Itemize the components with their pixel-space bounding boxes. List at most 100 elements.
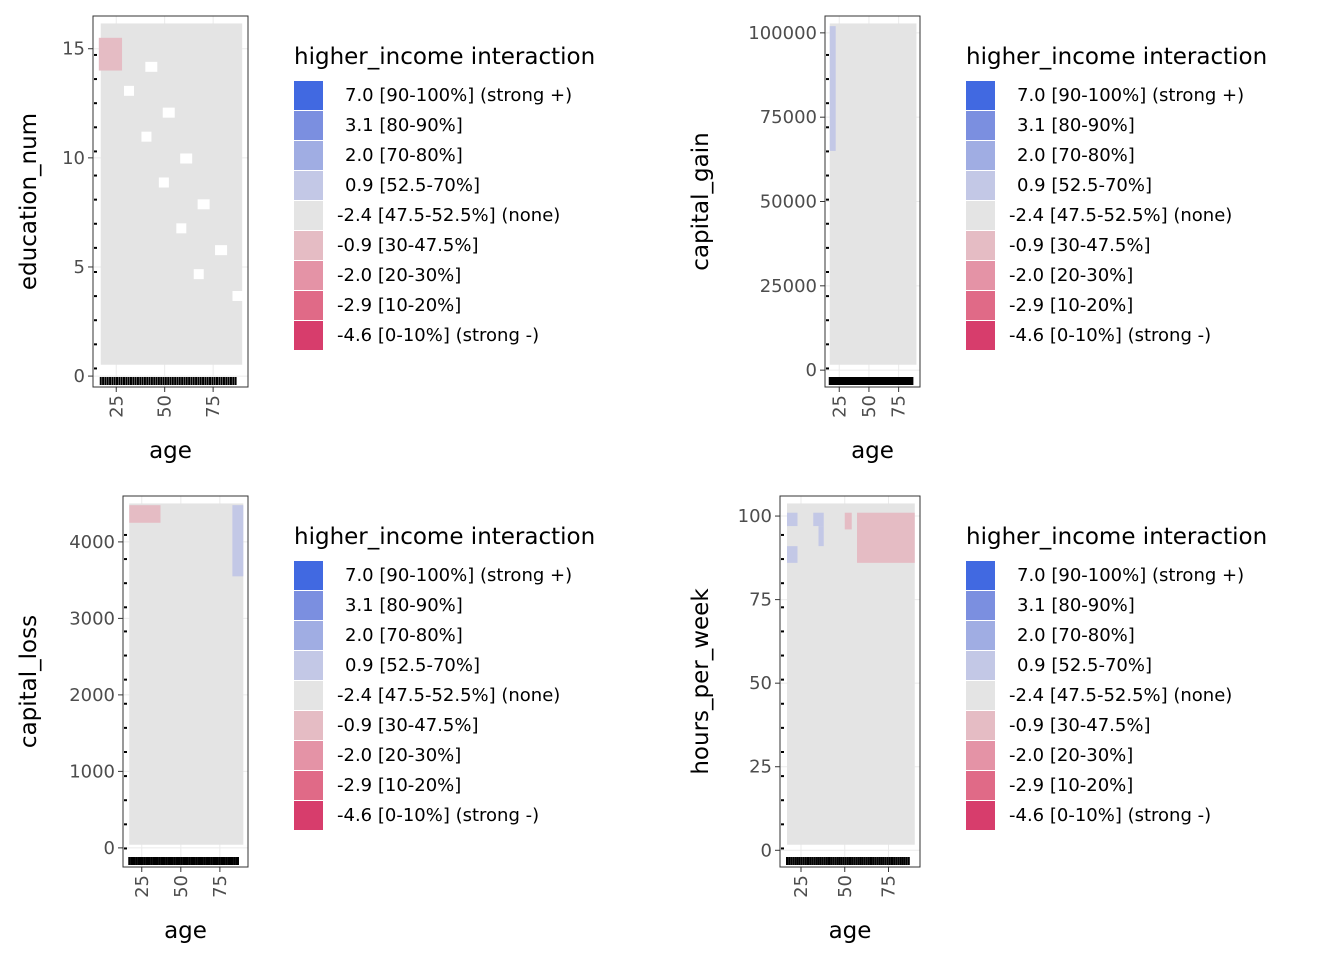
legend-label: 2.0 [70-80%] [345,144,463,166]
legend-swatch [294,261,323,291]
y-tick-label: 0 [806,360,817,381]
legend-item: 3.1 [80-90%] [294,590,595,620]
legend-swatch [966,680,995,710]
heatmap-tile [813,512,824,527]
legend-swatch [294,231,323,261]
legend-item: 0.9 [52.5-70%] [294,650,595,680]
panel-education-num: 0 5 10 15 25 50 75 age education_num higher_inco… [0,0,672,480]
legend-item: 2.0 [70-80%] [966,620,1267,650]
x-tick-label: 75 [210,875,231,898]
heatmap-tile [818,526,824,547]
y-tick-label: 100000 [748,23,817,44]
y-tick-label: 75 [749,590,772,611]
panel-capital-gain: 0 25000 50000 75000 100000 25 50 75 age capital_g… [672,0,1344,480]
y-tick-label: 100 [738,506,772,527]
legend-label: 0.9 [52.5-70%] [1017,174,1152,196]
heatmap-gap [124,85,134,96]
legend-item: 3.1 [80-90%] [966,590,1267,620]
heatmap-gap [232,290,245,301]
legend-label: -2.4 [47.5-52.5%] (none) [337,204,561,226]
x-tick-label: 50 [835,875,856,898]
legend-swatch [294,80,323,110]
legend-swatch [966,291,995,321]
plot-border [92,15,249,388]
legend-item: -4.6 [0-10%] (strong -) [966,321,1267,351]
heatmap-gap [180,153,193,164]
legend-item: -2.4 [47.5-52.5%] (none) [966,680,1267,710]
legend-item: -0.9 [30-47.5%] [966,230,1267,261]
legend-item: 7.0 [90-100%] (strong +) [966,560,1267,590]
y-axis-title: hours_per_week [688,588,714,775]
legend-item: -2.0 [20-30%] [294,741,595,771]
legend-item: 7.0 [90-100%] (strong +) [294,80,595,110]
legend-label: 7.0 [90-100%] (strong +) [1017,84,1245,106]
legend-title: higher_income interaction [966,524,1268,550]
legend-list: 7.0 [90-100%] (strong +) 3.1 [80-90%] 2.0 … [294,560,595,831]
y-tick-label: 75000 [760,107,817,128]
legend-label: 7.0 [90-100%] (strong +) [345,84,573,106]
legend-label: -2.9 [10-20%] [1009,295,1134,317]
legend-item: -2.4 [47.5-52.5%] (none) [294,200,595,230]
x-axis-title: age [851,438,894,464]
legend-item: -2.4 [47.5-52.5%] (none) [294,680,595,710]
legend-item: 2.0 [70-80%] [294,140,595,170]
legend-label: -2.4 [47.5-52.5%] (none) [1009,684,1233,706]
x-axis-title: age [829,918,872,944]
x-axis-title: age [149,438,192,464]
legend-item: -2.9 [10-20%] [966,291,1267,321]
legend-list: 7.0 [90-100%] (strong +) 3.1 [80-90%] 2.0 … [294,80,595,351]
legend-label: -4.6 [0-10%] (strong -) [337,805,540,827]
legend-label: 2.0 [70-80%] [1017,144,1135,166]
legend-swatch [294,200,323,230]
heatmap-gap [215,245,228,256]
heatmap-age-vs-hours-per-week: 0 25 50 75 100 25 50 75 age hours_per_week [688,495,921,944]
legend-label: 2.0 [70-80%] [1017,624,1135,646]
heatmap-tile [787,546,798,563]
legend-item: -2.0 [20-30%] [966,741,1267,771]
legend-swatch [294,140,323,170]
y-tick-label: 15 [62,39,85,60]
y-tick-label: 25 [749,757,772,778]
legend-label: -2.0 [20-30%] [337,265,462,287]
legend-label: -0.9 [30-47.5%] [1009,235,1151,257]
legend-item: 7.0 [90-100%] (strong +) [966,80,1267,110]
legend-title: higher_income interaction [294,524,596,550]
legend-item: -0.9 [30-47.5%] [966,710,1267,741]
legend-swatch [294,680,323,710]
legend-item: 0.9 [52.5-70%] [294,170,595,200]
y-tick-label: 50 [749,673,772,694]
legend-label: -0.9 [30-47.5%] [1009,715,1151,737]
legend-swatch [966,590,995,620]
legend-swatch [966,200,995,230]
panel-hours-per-week: 0 25 50 75 100 25 50 75 age hours_per_week higher… [672,480,1344,960]
legend-label: -4.6 [0-10%] (strong -) [1009,325,1212,347]
legend-swatch [966,261,995,291]
x-tick-label: 25 [132,875,153,898]
legend-swatch [294,291,323,321]
heatmap-background-tile [100,23,243,365]
legend-swatch [966,741,995,771]
legend-item: -2.0 [20-30%] [294,261,595,291]
legend-label: -4.6 [0-10%] (strong -) [1009,805,1212,827]
legend-label: -2.0 [20-30%] [1009,745,1134,767]
legend-swatch [966,801,995,831]
y-tick-label: 50000 [760,192,817,213]
x-tick-label: 25 [829,395,850,418]
legend-list: 7.0 [90-100%] (strong +) 3.1 [80-90%] 2.0 … [966,560,1267,831]
legend-swatch [294,771,323,801]
y-tick-label: 3000 [69,608,115,629]
legend-label: -0.9 [30-47.5%] [337,235,479,257]
x-axis-title: age [164,918,207,944]
legend-item: 2.0 [70-80%] [294,620,595,650]
legend-swatch [966,321,995,351]
legend-swatch [966,140,995,170]
legend-swatch [966,170,995,200]
legend: higher_income interaction 7.0 [90-100%] … [966,44,1267,351]
panel-capital-loss: 0 1000 2000 3000 4000 25 50 75 age capital_loss h… [0,480,672,960]
legend-swatch [966,80,995,110]
y-tick-label: 0 [74,366,85,387]
legend-label: -0.9 [30-47.5%] [337,715,479,737]
legend-label: 2.0 [70-80%] [345,624,463,646]
legend-item: 7.0 [90-100%] (strong +) [294,560,595,590]
